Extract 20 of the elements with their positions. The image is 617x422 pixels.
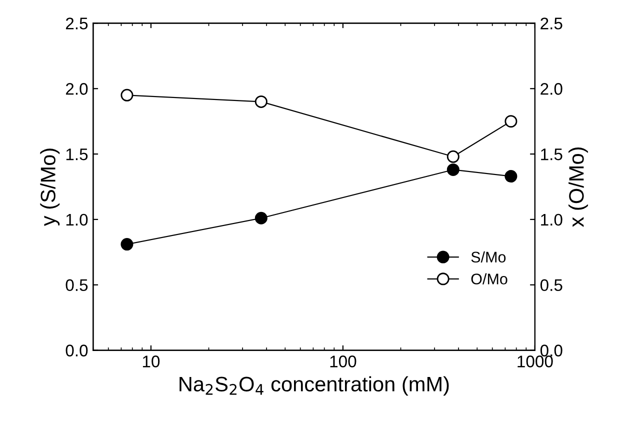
y2-tick-label: 0.5 (540, 279, 562, 292)
y-tick-label: 2.0 (66, 83, 88, 95)
y-tick-label: 1.0 (66, 214, 88, 226)
legend-label: O/Mo (471, 273, 508, 284)
y-axis-title: y (S/Mo) (40, 148, 60, 226)
x-tick-label: 100 (330, 356, 356, 368)
y2-tick-label: 2.0 (540, 83, 562, 95)
y-tick-label: 0.0 (66, 344, 88, 356)
y-tick-label: 1.5 (66, 148, 88, 160)
y2-axis-title: x (O/Mo) (568, 148, 588, 228)
x-tick-label: 1000 (518, 356, 553, 368)
y2-tick-label: 0.0 (540, 344, 562, 356)
legend-label: S/Mo (471, 251, 506, 263)
y-tick-label: 2.5 (66, 18, 88, 30)
x-tick-label: 10 (142, 356, 160, 368)
y2-tick-label: 1.0 (541, 214, 562, 226)
x-axis-title: Na$_{2}$S$_{2}$O$_{4}$ concentration (mM) (180, 376, 449, 396)
y2-tick-label: 2.5 (540, 18, 562, 30)
y-tick-label: 0.5 (66, 279, 88, 292)
y2-tick-label: 1.5 (541, 148, 562, 160)
